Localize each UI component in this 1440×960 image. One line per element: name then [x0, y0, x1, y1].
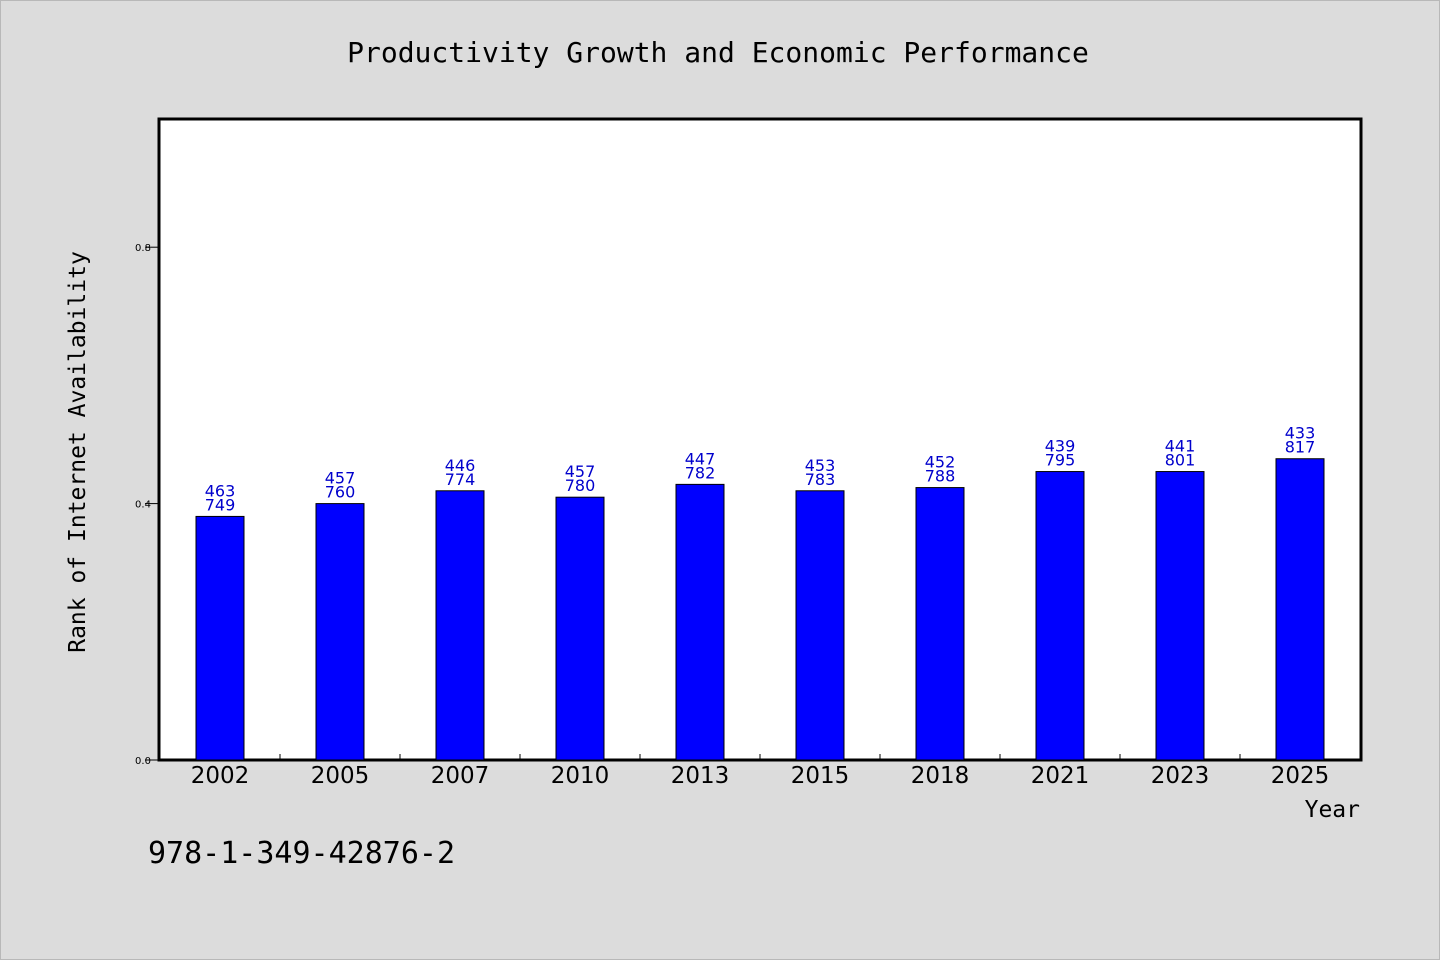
- bar-label-top: 452: [925, 453, 956, 472]
- bar-label-bottom: 817: [1285, 438, 1316, 457]
- bar-label-bottom: 774: [445, 470, 476, 489]
- bar: [1155, 471, 1205, 761]
- bar: [1275, 458, 1325, 761]
- bar: [195, 515, 245, 761]
- bar-label-top: 447: [685, 449, 716, 468]
- x-tick-label: 2015: [791, 763, 850, 789]
- x-tick-label: 2007: [431, 763, 490, 789]
- y-tick-label: 0.8: [135, 243, 151, 254]
- bar: [675, 483, 725, 761]
- y-tick-label: 0.4: [135, 500, 151, 511]
- x-tick-label: 2025: [1271, 763, 1330, 789]
- bar-label-top: 463: [205, 481, 236, 500]
- bar-label-top: 457: [565, 462, 596, 481]
- bar-label-bottom: 801: [1165, 451, 1196, 470]
- x-axis-label: Year: [1305, 797, 1360, 823]
- x-tick-label: 2013: [671, 763, 730, 789]
- bar: [315, 503, 365, 761]
- bar-label-top: 457: [325, 469, 356, 488]
- bar-label-top: 453: [805, 456, 836, 475]
- bar-label-bottom: 795: [1045, 451, 1076, 470]
- x-tick-label: 2010: [551, 763, 610, 789]
- x-tick-label: 2018: [911, 763, 970, 789]
- y-tick-label: 0.0: [135, 756, 151, 767]
- bar: [555, 496, 605, 761]
- bar-label-bottom: 780: [565, 476, 596, 495]
- bar: [915, 487, 965, 761]
- y-axis-label: Rank of Internet Availability: [65, 251, 91, 653]
- bar-label-top: 441: [1165, 437, 1196, 456]
- bar-label-top: 446: [445, 456, 476, 475]
- bar-label-top: 439: [1045, 437, 1076, 456]
- bars: [195, 458, 1325, 761]
- footer-code: 978-1-349-42876-2: [148, 836, 455, 871]
- x-tick-label: 2002: [191, 763, 250, 789]
- x-tick-label: 2005: [311, 763, 370, 789]
- x-tick-label: 2023: [1151, 763, 1210, 789]
- x-tick-label: 2021: [1031, 763, 1090, 789]
- bar-label-top: 433: [1285, 424, 1316, 443]
- bar: [435, 490, 485, 761]
- bar-label-bottom: 788: [925, 467, 956, 486]
- bar-label-bottom: 760: [325, 483, 356, 502]
- bar-label-bottom: 749: [205, 495, 236, 514]
- bar: [1035, 471, 1085, 761]
- axis-ticks: 0.0 0.4 0.8: [135, 243, 1241, 767]
- x-tick-labels: 2002 2005 2007 2010 2013 2015 2018 2021 2023 2025: [191, 763, 1330, 789]
- bar: [795, 490, 845, 761]
- bar-label-bottom: 783: [805, 470, 836, 489]
- chart-title: Productivity Growth and Economic Perform…: [347, 36, 1089, 69]
- bar-label-bottom: 782: [685, 463, 716, 482]
